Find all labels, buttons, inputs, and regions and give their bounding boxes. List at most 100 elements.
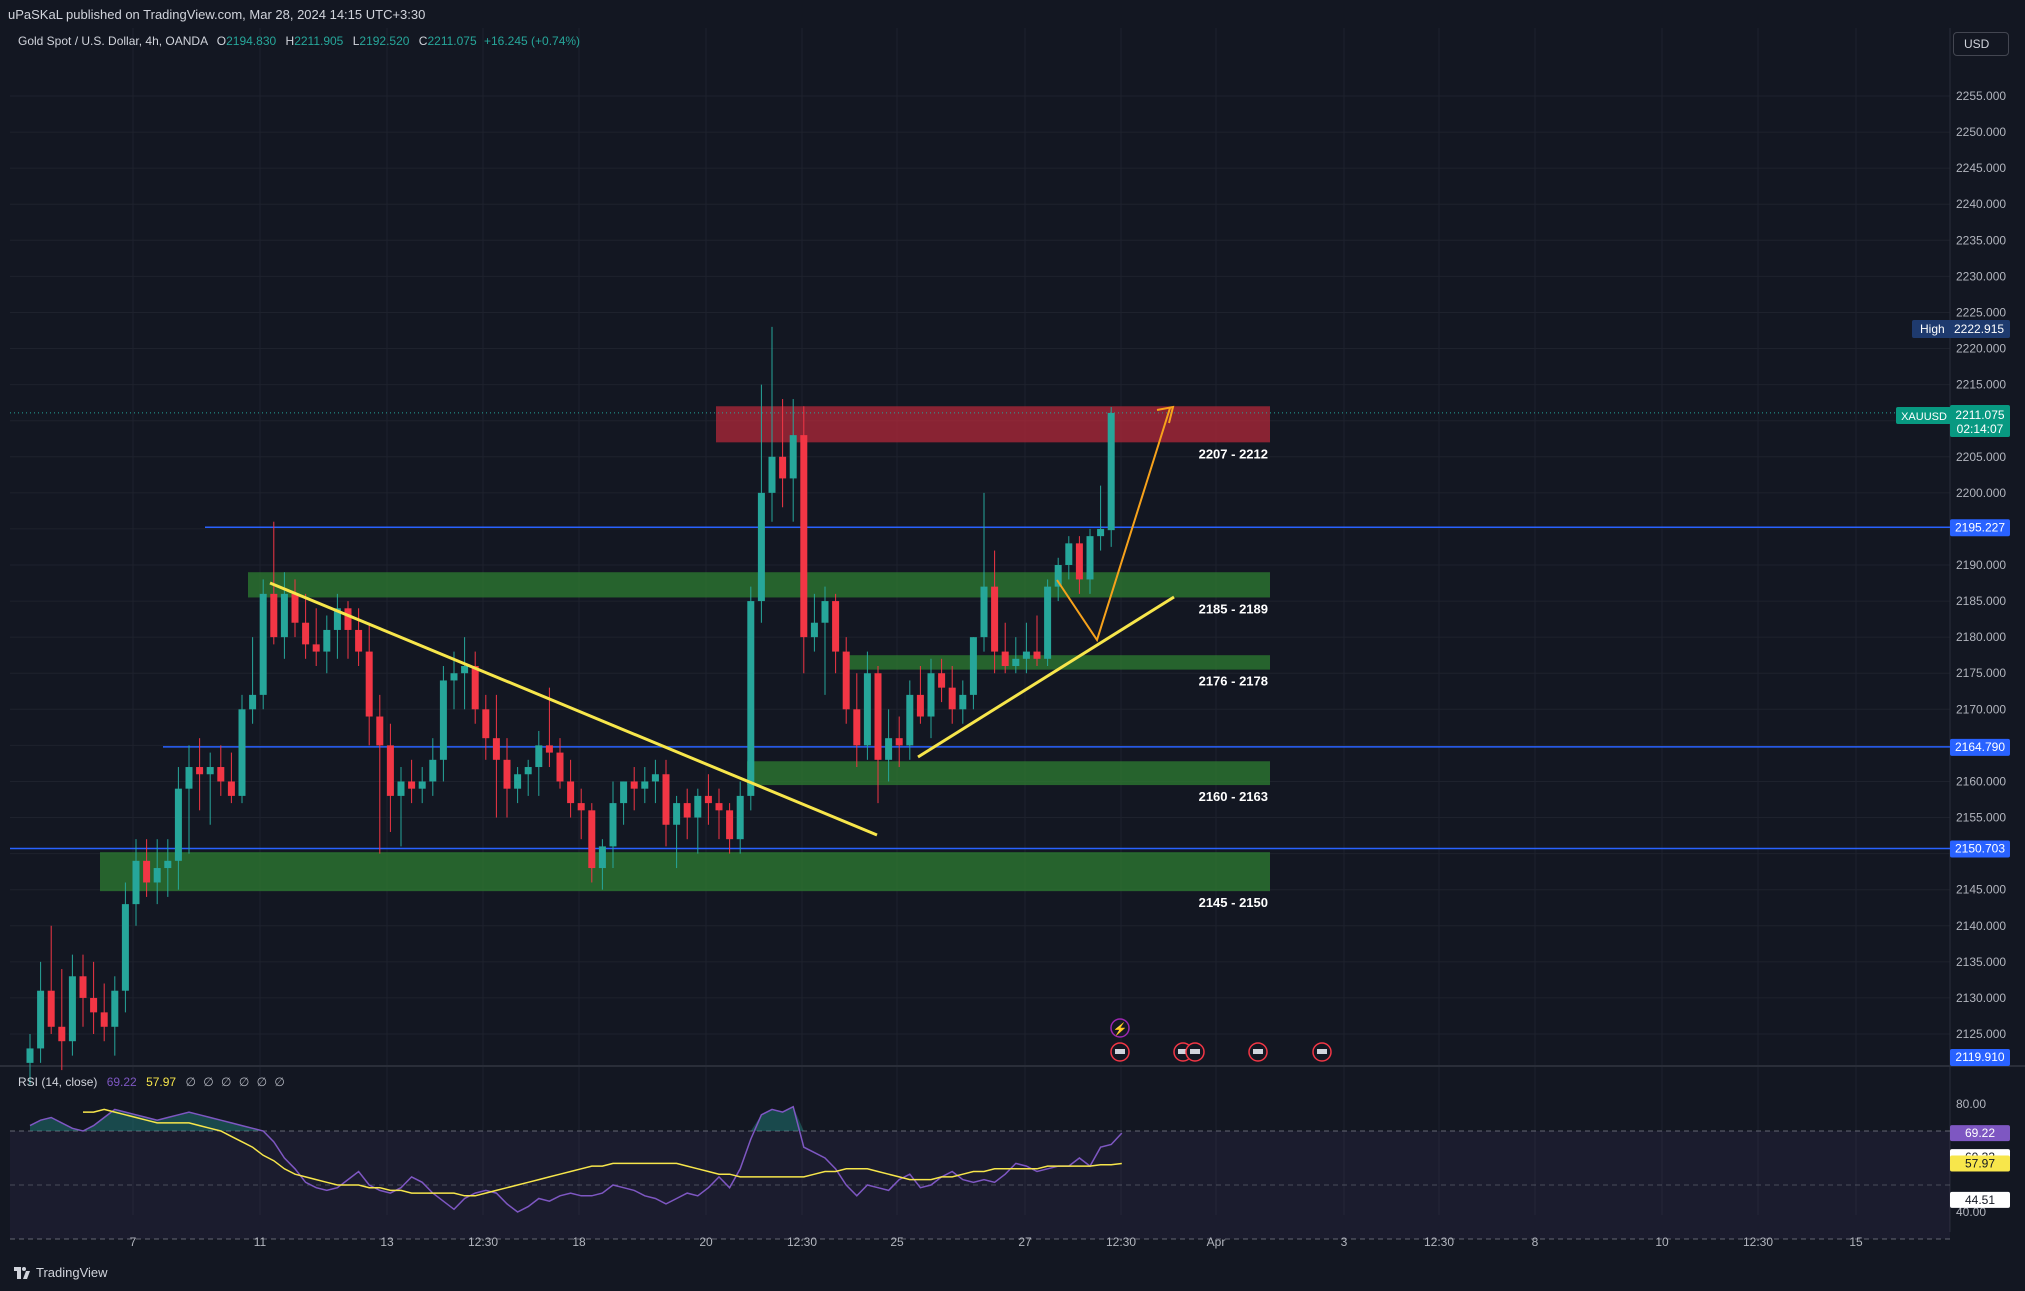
bottom-bar <box>0 1258 2025 1291</box>
candle-body <box>291 593 299 623</box>
candle-body <box>556 752 564 782</box>
candle-body <box>482 709 490 739</box>
price-tick-label: 2170.000 <box>1956 702 2006 716</box>
projection-arrow[interactable] <box>1056 407 1171 643</box>
candle-body <box>524 767 532 775</box>
last-price-tag: 2211.075 <box>1955 408 2004 422</box>
candle-body <box>206 767 214 775</box>
candle-body <box>259 593 267 695</box>
price-tick-label: 2135.000 <box>1956 955 2006 969</box>
rsi-extra-values: ∅ ∅ ∅ ∅ ∅ ∅ <box>185 1075 287 1089</box>
candle-body <box>906 694 914 746</box>
candle-body <box>863 673 871 746</box>
level-tag-bg <box>1950 738 2010 756</box>
time-tick-label: 3 <box>1341 1235 1348 1249</box>
candle-body <box>111 990 119 1027</box>
symbol-tag-bg <box>1896 407 1952 424</box>
candle-body <box>673 803 681 825</box>
candle-body <box>355 629 363 652</box>
candle-body <box>344 608 352 630</box>
zone-demand <box>100 852 1270 892</box>
time-tick-label: 18 <box>572 1235 586 1249</box>
price-tick-label: 2215.000 <box>1956 378 2006 392</box>
candle-body <box>1001 651 1009 667</box>
candle-body <box>238 709 246 796</box>
close-value: 2211.075 <box>427 34 477 48</box>
candle-body <box>153 868 161 883</box>
published-text: uPaSKaL published on TradingView.com, Ma… <box>8 7 426 22</box>
candle-body <box>174 788 182 861</box>
candle-body <box>609 803 617 847</box>
open-value: 2194.830 <box>226 34 277 48</box>
price-tick-label: 2175.000 <box>1956 666 2006 680</box>
time-tick-label: 12:30 <box>1743 1235 1773 1249</box>
rsi-tag-lower-bg <box>1950 1191 2010 1208</box>
change-value: +16.245 (+0.74%) <box>483 34 581 48</box>
symbol-tag: XAUUSD <box>1901 411 1947 423</box>
candle-body <box>100 1012 108 1027</box>
candle-body <box>1022 651 1030 659</box>
top-bar: uPaSKaL published on TradingView.com, Ma… <box>0 0 2025 28</box>
ascending-trendline[interactable] <box>917 595 1175 759</box>
candle-body <box>641 781 649 789</box>
candle-body <box>779 456 787 479</box>
rsi-name: RSI (14, close) <box>18 1075 98 1089</box>
candle-body <box>1065 543 1073 565</box>
time-tick-label: 11 <box>254 1235 267 1249</box>
grid-lines <box>0 28 2025 1232</box>
level-tag-bg <box>1950 519 2010 537</box>
price-axis: 2125.000 2130.000 2135.000 2140.000 2145.000… <box>1956 89 2006 1041</box>
candle-body <box>143 860 151 883</box>
zone-label: 2176 - 2178 <box>1199 674 1268 689</box>
price-tick-label: 2255.000 <box>1956 89 2006 103</box>
candle-body <box>58 1026 66 1042</box>
descending-trendline[interactable] <box>269 581 878 837</box>
price-tick-label: 2145.000 <box>1956 883 2006 897</box>
candle-body <box>662 774 670 825</box>
levels-layer <box>10 412 1950 850</box>
rsi-ma-value: 57.97 <box>146 1075 177 1089</box>
price-tick-label: 2240.000 <box>1956 197 2006 211</box>
event-lightning-glyph: ⚡ <box>1113 1022 1128 1036</box>
candle-body <box>683 803 691 818</box>
currency-button[interactable]: USD <box>1953 32 2009 56</box>
candle-body <box>694 795 702 818</box>
symbol-label: Gold Spot / U.S. Dollar, 4h, OANDA <box>18 34 208 48</box>
candle-body <box>726 810 734 840</box>
low-tag-bg <box>1950 1049 2010 1066</box>
level-tag: 2195.227 <box>1955 520 2005 534</box>
candle-body <box>959 694 967 710</box>
tradingview-logo-icon <box>14 1266 30 1279</box>
candle-body <box>948 687 956 710</box>
candle-body <box>408 781 416 789</box>
candle-body <box>514 774 522 789</box>
candle-body <box>461 666 469 674</box>
candle-body <box>768 456 776 493</box>
candle-body <box>842 651 850 710</box>
price-tick-label: 2235.000 <box>1956 233 2006 247</box>
candle-body <box>376 716 384 746</box>
candle-body <box>185 767 193 789</box>
rsi-axis-label: 80.00 <box>1956 1097 1986 1111</box>
zone-label: 2145 - 2150 <box>1199 895 1268 910</box>
candle-body <box>704 795 712 804</box>
candle-body <box>68 976 76 1042</box>
candle-body <box>503 759 511 789</box>
candle-body <box>1044 586 1052 659</box>
time-tick-label: 13 <box>380 1235 394 1249</box>
candle-body <box>577 803 585 811</box>
candle-body <box>312 644 320 652</box>
candle-body <box>916 694 924 717</box>
candle-body <box>90 997 98 1013</box>
ohlc-legend: Gold Spot / U.S. Dollar, 4h, OANDA O2194… <box>18 34 580 48</box>
candle-body <box>757 492 765 602</box>
tradingview-brand[interactable]: TradingView <box>14 1265 108 1280</box>
candle-body <box>980 586 988 638</box>
zone-label: 2160 - 2163 <box>1199 789 1268 804</box>
time-tick-label: 12:30 <box>1424 1235 1454 1249</box>
candle-body <box>270 593 278 638</box>
